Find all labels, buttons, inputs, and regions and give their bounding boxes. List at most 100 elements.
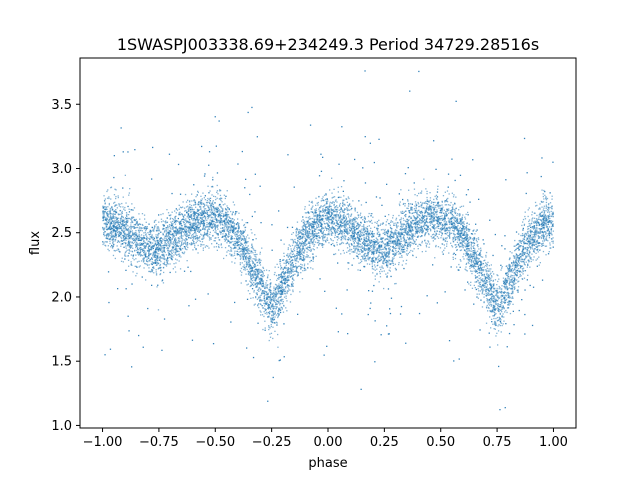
data-point	[266, 311, 268, 313]
data-point	[412, 236, 414, 238]
data-point	[511, 290, 513, 292]
data-point	[384, 239, 386, 241]
data-point	[438, 205, 440, 207]
data-point	[356, 211, 359, 214]
data-point	[418, 209, 420, 211]
data-point	[417, 230, 419, 233]
data-point	[226, 215, 228, 217]
data-point	[492, 288, 495, 290]
data-point	[274, 305, 276, 308]
data-point	[363, 228, 365, 230]
data-point	[105, 211, 107, 214]
data-point	[236, 238, 238, 240]
data-point	[131, 242, 133, 244]
data-point	[243, 266, 245, 268]
data-point	[359, 232, 362, 234]
data-point	[124, 251, 127, 254]
data-point	[379, 276, 382, 278]
data-point	[542, 232, 544, 234]
data-point	[359, 230, 361, 233]
data-point	[329, 210, 331, 212]
data-point	[473, 270, 475, 272]
data-point	[144, 245, 146, 247]
data-point	[431, 205, 433, 207]
data-point	[103, 215, 106, 218]
data-point	[158, 221, 160, 223]
data-point	[297, 233, 300, 235]
data-point	[247, 264, 249, 266]
data-point	[513, 268, 515, 271]
data-point	[522, 269, 524, 271]
data-point	[501, 307, 504, 309]
data-point	[468, 256, 470, 258]
data-point	[467, 214, 469, 216]
data-point	[454, 237, 456, 239]
data-point	[151, 246, 153, 248]
data-point	[406, 254, 408, 256]
data-point	[423, 178, 425, 180]
data-point	[326, 234, 328, 236]
data-point	[436, 236, 439, 238]
data-point	[338, 163, 340, 165]
data-point	[163, 254, 165, 256]
data-point	[360, 229, 362, 231]
data-point	[408, 229, 410, 231]
data-point	[337, 186, 339, 188]
data-point	[275, 295, 278, 297]
data-point	[485, 251, 488, 254]
data-point	[265, 302, 267, 304]
data-point	[376, 251, 378, 253]
data-point	[410, 223, 412, 225]
data-point	[176, 250, 178, 252]
data-point	[497, 306, 500, 308]
data-point	[400, 189, 402, 191]
data-point	[317, 217, 319, 219]
data-point	[160, 266, 162, 269]
data-point	[484, 284, 486, 286]
data-point	[345, 208, 347, 210]
data-point	[203, 208, 206, 210]
data-point	[118, 250, 120, 252]
data-point	[241, 150, 243, 153]
data-point	[382, 228, 384, 231]
data-point	[497, 319, 499, 322]
data-point	[156, 247, 158, 250]
data-point	[348, 232, 350, 234]
data-point	[304, 206, 306, 208]
data-point	[148, 240, 150, 243]
data-point	[332, 196, 334, 198]
data-point	[158, 253, 160, 255]
data-point	[192, 224, 194, 226]
data-point	[396, 239, 398, 241]
data-point	[237, 237, 239, 240]
data-point	[413, 226, 415, 228]
data-point	[212, 343, 215, 345]
data-point	[266, 280, 268, 282]
data-point	[394, 240, 396, 242]
data-point	[162, 248, 164, 250]
data-point	[353, 219, 355, 221]
data-point	[439, 222, 441, 225]
data-point	[217, 207, 219, 210]
data-point	[444, 201, 446, 203]
data-point	[397, 241, 399, 243]
data-point	[267, 308, 270, 310]
data-point	[247, 259, 249, 261]
data-point	[227, 211, 229, 213]
data-point	[522, 229, 524, 231]
data-point	[103, 195, 105, 197]
data-point	[216, 226, 218, 229]
data-point	[522, 270, 524, 273]
data-point	[268, 325, 270, 327]
data-point	[184, 239, 186, 242]
data-point	[194, 214, 196, 216]
data-point	[450, 220, 453, 222]
data-point	[544, 190, 546, 193]
data-point	[477, 245, 479, 248]
data-point	[372, 272, 374, 274]
data-point	[177, 217, 179, 220]
data-point	[262, 280, 264, 282]
data-point	[265, 297, 268, 299]
data-point	[199, 223, 201, 225]
data-point	[415, 223, 417, 225]
